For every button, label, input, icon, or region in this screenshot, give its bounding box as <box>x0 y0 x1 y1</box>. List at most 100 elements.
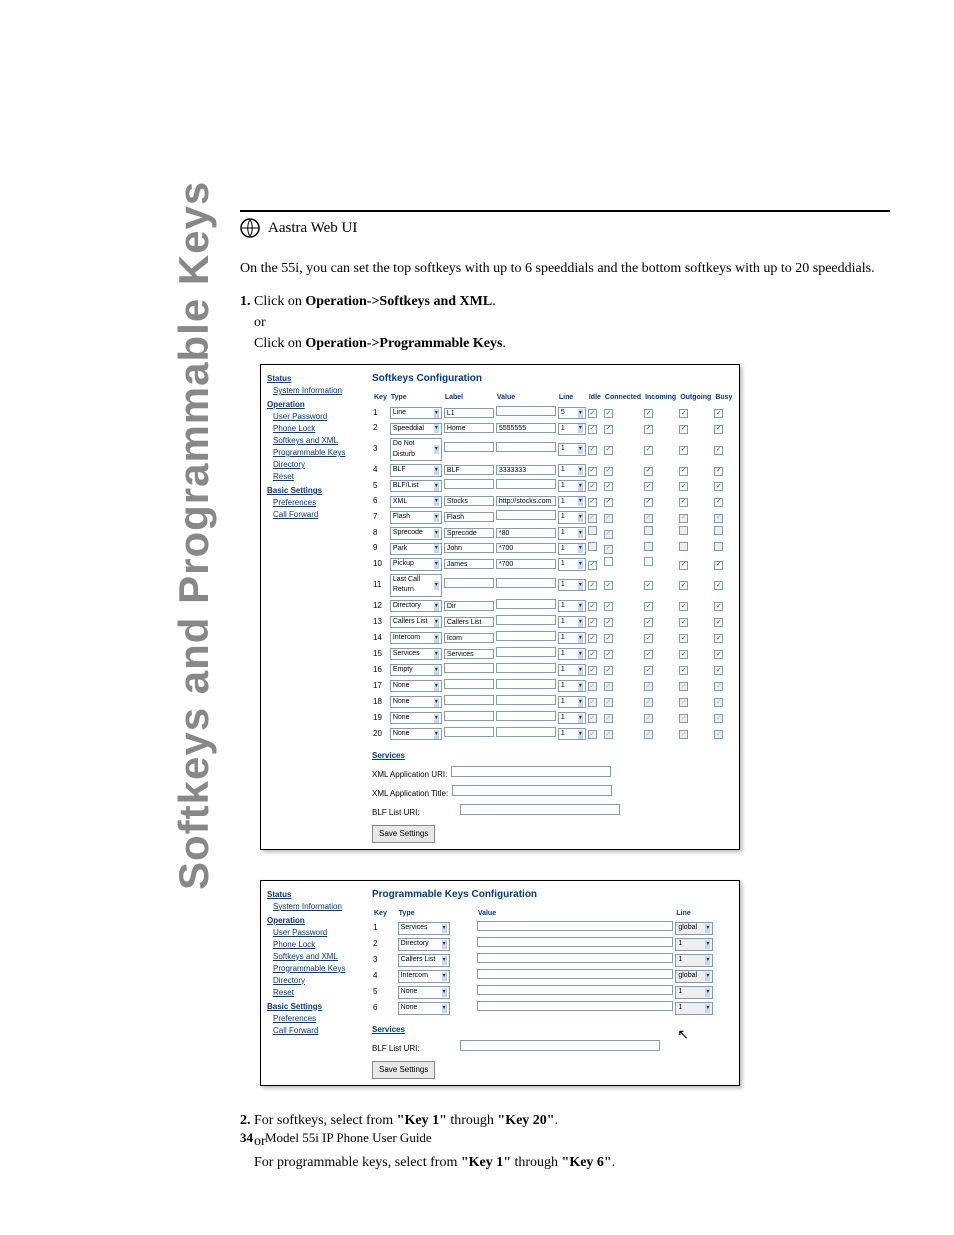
nav-item[interactable]: Phone Lock <box>273 939 367 951</box>
label-input[interactable]: L1 <box>444 408 494 418</box>
label-input[interactable]: Icom <box>444 633 494 643</box>
checkbox[interactable]: ✓ <box>644 618 653 627</box>
checkbox[interactable]: ✓ <box>604 467 613 476</box>
checkbox[interactable]: ✓ <box>588 650 597 659</box>
value-input[interactable] <box>496 578 556 588</box>
checkbox[interactable]: ✓ <box>604 581 613 590</box>
type-select[interactable]: Park▾ <box>390 543 442 556</box>
checkbox[interactable]: ✓ <box>644 425 653 434</box>
checkbox[interactable]: ✓ <box>588 467 597 476</box>
type-select[interactable]: Flash▾ <box>390 511 442 524</box>
value-input[interactable] <box>477 921 674 931</box>
checkbox[interactable] <box>679 526 688 535</box>
checkbox[interactable] <box>588 542 597 551</box>
save-button-2[interactable]: Save Settings <box>372 1061 435 1079</box>
checkbox[interactable]: ✓ <box>604 530 613 539</box>
label-input[interactable] <box>444 711 494 721</box>
line-select[interactable]: 1▾ <box>558 680 586 693</box>
nav-item[interactable]: Call Forward <box>273 509 367 521</box>
checkbox[interactable]: ✓ <box>644 698 653 707</box>
value-input[interactable] <box>496 647 556 657</box>
checkbox[interactable]: ✓ <box>604 730 613 739</box>
checkbox[interactable]: ✓ <box>644 650 653 659</box>
checkbox[interactable]: ✓ <box>644 467 653 476</box>
line-select[interactable]: 1▾ <box>558 527 586 540</box>
label-input[interactable] <box>444 442 494 452</box>
value-input[interactable] <box>477 985 674 995</box>
value-input[interactable] <box>496 695 556 705</box>
checkbox[interactable]: ✓ <box>588 714 597 723</box>
checkbox[interactable]: ✓ <box>714 482 723 491</box>
checkbox[interactable]: ✓ <box>714 581 723 590</box>
checkbox[interactable]: ✓ <box>588 666 597 675</box>
checkbox[interactable]: ✓ <box>588 446 597 455</box>
type-select[interactable]: None▾ <box>390 712 442 725</box>
label-input[interactable]: Dir <box>444 601 494 611</box>
checkbox[interactable]: ✓ <box>714 714 723 723</box>
checkbox[interactable]: ✓ <box>679 482 688 491</box>
checkbox[interactable]: ✓ <box>714 425 723 434</box>
checkbox[interactable]: ✓ <box>679 698 688 707</box>
checkbox[interactable]: ✓ <box>679 666 688 675</box>
checkbox[interactable] <box>644 557 653 566</box>
checkbox[interactable]: ✓ <box>604 482 613 491</box>
type-select[interactable]: Pickup▾ <box>390 558 442 571</box>
checkbox[interactable]: ✓ <box>679 602 688 611</box>
line-select[interactable]: 1▾ <box>558 543 586 556</box>
type-select[interactable]: Callers List▾ <box>398 954 450 967</box>
nav-status[interactable]: Status <box>267 373 367 385</box>
type-select[interactable]: Speeddial▾ <box>390 423 442 436</box>
line-select[interactable]: global▾ <box>675 970 713 983</box>
nav-item[interactable]: Directory <box>273 459 367 471</box>
checkbox[interactable]: ✓ <box>714 409 723 418</box>
save-button[interactable]: Save Settings <box>372 825 435 843</box>
line-select[interactable]: 1▾ <box>558 648 586 661</box>
value-input[interactable] <box>496 599 556 609</box>
nav-item[interactable]: Phone Lock <box>273 423 367 435</box>
type-select[interactable]: Line▾ <box>390 407 442 420</box>
checkbox[interactable]: ✓ <box>588 409 597 418</box>
nav-item[interactable]: Directory <box>273 975 367 987</box>
line-select[interactable]: 1▾ <box>558 616 586 629</box>
checkbox[interactable]: ✓ <box>644 682 653 691</box>
checkbox[interactable]: ✓ <box>588 730 597 739</box>
type-select[interactable]: Callers List▾ <box>390 616 442 629</box>
label-input[interactable] <box>444 578 494 588</box>
type-select[interactable]: Sprecode▾ <box>390 527 442 540</box>
type-select[interactable]: None▾ <box>390 680 442 693</box>
checkbox[interactable]: ✓ <box>604 425 613 434</box>
label-input[interactable] <box>444 479 494 489</box>
checkbox[interactable]: ✓ <box>714 666 723 675</box>
nav-item[interactable]: Preferences <box>273 497 367 509</box>
line-select[interactable]: 1▾ <box>558 558 586 571</box>
checkbox[interactable]: ✓ <box>604 666 613 675</box>
checkbox[interactable]: ✓ <box>644 634 653 643</box>
xml-title-input[interactable] <box>452 785 612 796</box>
checkbox[interactable]: ✓ <box>588 425 597 434</box>
checkbox[interactable]: ✓ <box>679 618 688 627</box>
label-input[interactable]: Sprecode <box>444 528 494 538</box>
value-input[interactable] <box>496 727 556 737</box>
checkbox[interactable]: ✓ <box>588 482 597 491</box>
label-input[interactable]: Callers List <box>444 617 494 627</box>
value-input[interactable] <box>477 937 674 947</box>
nav-status-2[interactable]: Status <box>267 889 367 901</box>
checkbox[interactable]: ✓ <box>679 446 688 455</box>
value-input[interactable] <box>477 1001 674 1011</box>
value-input[interactable] <box>496 406 556 416</box>
label-input[interactable]: Stocks <box>444 496 494 506</box>
value-input[interactable]: 5555555 <box>496 423 556 433</box>
line-select[interactable]: global▾ <box>675 922 713 935</box>
checkbox[interactable]: ✓ <box>604 618 613 627</box>
checkbox[interactable]: ✓ <box>604 714 613 723</box>
checkbox[interactable]: ✓ <box>644 482 653 491</box>
line-select[interactable]: 1▾ <box>558 423 586 436</box>
checkbox[interactable]: ✓ <box>644 498 653 507</box>
checkbox[interactable] <box>644 542 653 551</box>
nav-item[interactable]: Softkeys and XML <box>273 435 367 447</box>
line-select[interactable]: 1▾ <box>558 511 586 524</box>
checkbox[interactable]: ✓ <box>679 714 688 723</box>
type-select[interactable]: None▾ <box>390 728 442 741</box>
line-select[interactable]: 1▾ <box>558 696 586 709</box>
type-select[interactable]: Intercom▾ <box>398 970 450 983</box>
